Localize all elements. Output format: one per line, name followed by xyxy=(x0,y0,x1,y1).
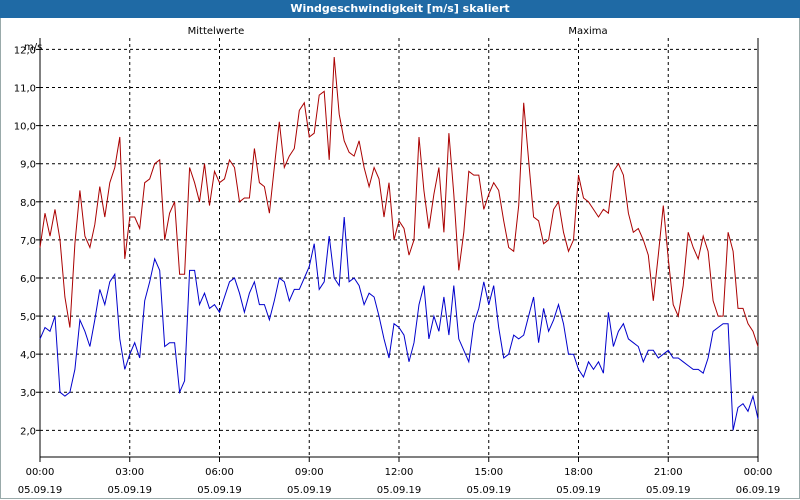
window-title: Windgeschwindigkeit [m/s] skaliert xyxy=(0,0,800,18)
axes xyxy=(36,38,759,462)
series-line-maxima xyxy=(39,56,759,347)
y-tick-label: 7,0 xyxy=(20,236,36,247)
y-tick-label: 5,0 xyxy=(20,312,36,323)
x-tick-date: 05.09.19 xyxy=(197,485,242,496)
series-lines xyxy=(39,56,759,431)
x-tick-date: 05.09.19 xyxy=(646,485,691,496)
y-tick-label: 4,0 xyxy=(20,350,36,361)
x-tick-time: 12:00 xyxy=(385,467,414,478)
x-tick-labels: 00:00 05.09.19 03:00 05.09.19 06:00 05.09.19 0… xyxy=(18,467,781,496)
x-tick-date: 05.09.19 xyxy=(107,485,152,496)
x-tick-date: 05.09.19 xyxy=(377,485,422,496)
x-tick-date: 05.09.19 xyxy=(556,485,601,496)
y-tick-label: 9,0 xyxy=(20,160,36,171)
x-tick-date: 06.09.19 xyxy=(736,485,781,496)
y-tick-label: 12,0 xyxy=(14,45,36,56)
x-tick-time: 21:00 xyxy=(654,467,683,478)
x-tick-time: 00:00 xyxy=(26,467,55,478)
y-axis-label: m/s xyxy=(24,42,42,53)
y-tick-label: 11,0 xyxy=(14,84,36,95)
y-tick-label: 10,0 xyxy=(14,122,36,133)
x-tick-time: 06:00 xyxy=(205,467,234,478)
legend-mittelwerte: Mittelwerte xyxy=(188,26,245,37)
x-tick-date: 05.09.19 xyxy=(466,485,511,496)
x-tick-time: 15:00 xyxy=(474,467,503,478)
x-tick-date: 05.09.19 xyxy=(18,485,63,496)
x-tick-time: 09:00 xyxy=(295,467,324,478)
y-tick-label: 2,0 xyxy=(20,426,36,437)
y-tick-label: 3,0 xyxy=(20,388,36,399)
x-tick-time: 18:00 xyxy=(564,467,593,478)
x-tick-date: 05.09.19 xyxy=(287,485,332,496)
y-tick-labels: 2,0 3,0 4,0 5,0 6,0 7,0 8,0 9,0 10,0 11,0 12,0 xyxy=(14,45,36,437)
grid-lines xyxy=(40,38,758,457)
y-tick-label: 8,0 xyxy=(20,198,36,209)
y-tick-label: 6,0 xyxy=(20,274,36,285)
x-tick-time: 00:00 xyxy=(744,467,773,478)
x-tick-time: 03:00 xyxy=(115,467,144,478)
series-line-mittelwerte xyxy=(39,216,759,431)
legend-maxima: Maxima xyxy=(568,26,607,37)
